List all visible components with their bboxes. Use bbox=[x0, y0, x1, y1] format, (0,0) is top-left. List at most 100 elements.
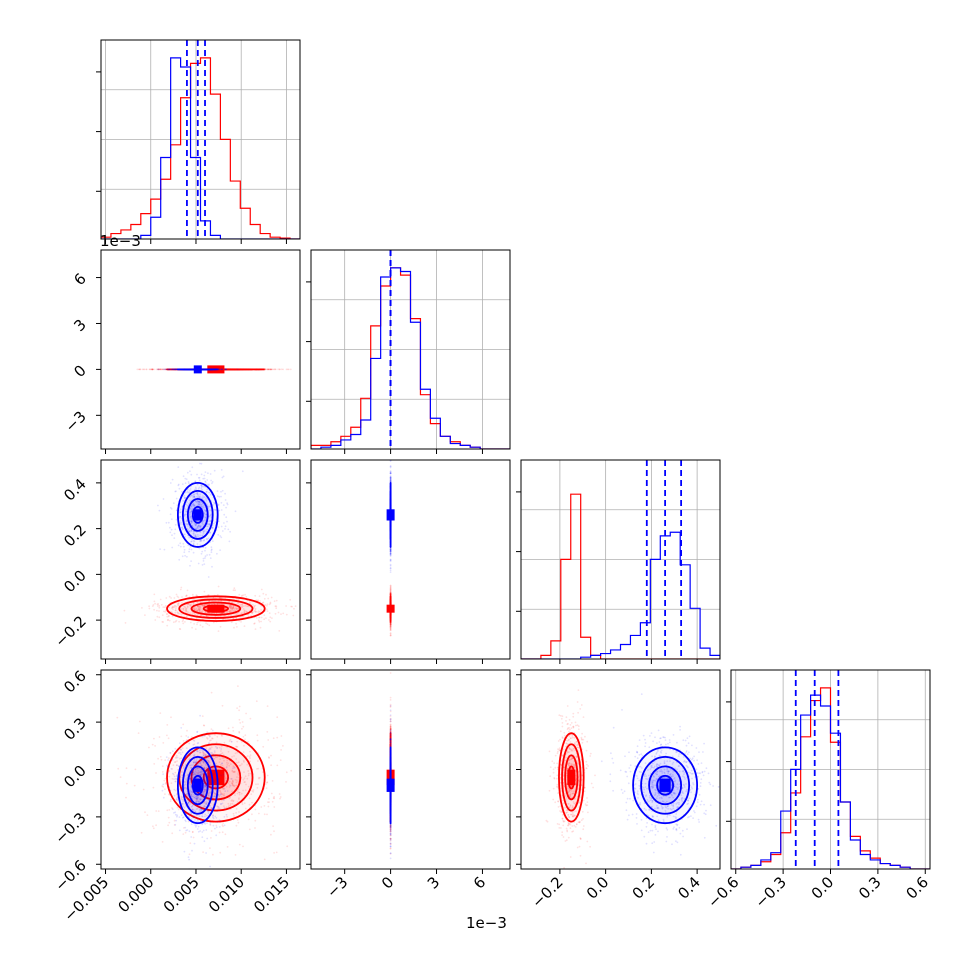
scatter-point bbox=[389, 549, 392, 552]
scatter-point bbox=[224, 492, 227, 495]
scatter-point bbox=[146, 814, 149, 816]
scatter-point bbox=[201, 485, 204, 487]
scatter-point bbox=[203, 766, 206, 769]
scatter-point bbox=[225, 777, 227, 779]
scatter-point bbox=[188, 531, 191, 533]
scatter-point bbox=[389, 548, 392, 551]
scatter-point bbox=[389, 629, 392, 631]
scatter-point bbox=[389, 628, 392, 630]
scatter-point bbox=[177, 752, 180, 754]
scatter-point bbox=[138, 720, 141, 723]
scatter-point bbox=[389, 480, 392, 483]
scatter-point bbox=[190, 522, 193, 525]
scatter-point bbox=[226, 763, 229, 766]
scatter-point bbox=[216, 756, 219, 758]
scatter-point bbox=[252, 604, 254, 606]
scatter-point bbox=[201, 534, 204, 537]
scatter-point bbox=[229, 804, 232, 807]
scatter-point bbox=[152, 368, 154, 371]
scatter-point bbox=[231, 802, 234, 805]
scatter-point bbox=[199, 495, 202, 498]
scatter-point bbox=[186, 523, 189, 525]
scatter-point bbox=[290, 605, 292, 608]
scatter-point bbox=[156, 615, 159, 618]
scatter-point bbox=[171, 368, 174, 371]
scatter-point bbox=[232, 779, 234, 782]
scatter-point bbox=[185, 615, 188, 618]
scatter-point bbox=[201, 625, 204, 628]
scatter-point bbox=[203, 752, 205, 754]
scatter-point bbox=[217, 806, 219, 808]
scatter-point bbox=[250, 793, 253, 796]
scatter-point bbox=[206, 523, 209, 525]
scatter-point bbox=[249, 760, 252, 763]
scatter-point bbox=[253, 622, 256, 625]
scatter-point bbox=[228, 540, 231, 543]
scatter-point bbox=[222, 825, 224, 828]
scatter-point bbox=[225, 516, 228, 519]
scatter-point bbox=[244, 807, 247, 810]
scatter-point bbox=[389, 623, 392, 626]
scatter-point bbox=[179, 515, 181, 518]
scatter-point bbox=[172, 608, 174, 611]
scatter-point bbox=[229, 607, 232, 610]
scatter-point bbox=[248, 772, 250, 775]
scatter-point bbox=[389, 593, 392, 596]
scatter-point bbox=[182, 622, 185, 625]
scatter-point bbox=[167, 368, 170, 371]
scatter-point bbox=[125, 782, 128, 785]
scatter-point bbox=[179, 508, 182, 511]
scatter-point bbox=[389, 591, 392, 593]
scatter-point bbox=[157, 368, 160, 371]
scatter-point bbox=[389, 477, 392, 480]
scatter-point bbox=[234, 794, 236, 796]
scatter-point bbox=[179, 511, 182, 514]
scatter-point bbox=[211, 540, 214, 542]
scatter-point bbox=[232, 726, 234, 729]
scatter-point bbox=[277, 611, 280, 614]
scatter-point bbox=[172, 621, 175, 624]
scatter-point bbox=[163, 606, 166, 609]
scatter-point bbox=[264, 368, 267, 371]
scatter-point bbox=[170, 528, 173, 531]
scatter-point bbox=[157, 810, 160, 812]
scatter-point bbox=[389, 567, 392, 570]
scatter-point bbox=[195, 814, 198, 817]
scatter-point bbox=[165, 521, 168, 524]
scatter-point bbox=[218, 495, 221, 498]
scatter-point bbox=[199, 526, 201, 529]
scatter-point bbox=[204, 519, 206, 522]
scatter-point bbox=[171, 478, 174, 481]
scatter-point bbox=[164, 611, 167, 613]
scatter-point bbox=[262, 601, 265, 604]
scatter-point bbox=[211, 527, 214, 530]
scatter-point bbox=[171, 368, 174, 371]
panel-content bbox=[136, 365, 300, 374]
scatter-point bbox=[172, 368, 174, 371]
scatter-point bbox=[174, 368, 176, 371]
scatter-point bbox=[206, 479, 209, 481]
scatter-point bbox=[208, 483, 210, 486]
scatter-point bbox=[257, 760, 259, 762]
scatter-point bbox=[254, 827, 256, 829]
scatter-point bbox=[234, 752, 237, 755]
scatter-point bbox=[205, 814, 208, 817]
scatter-point bbox=[184, 533, 186, 536]
scatter-point bbox=[258, 616, 261, 619]
scatter-point bbox=[234, 609, 236, 612]
scatter-point bbox=[274, 612, 277, 615]
scatter-point bbox=[179, 628, 182, 630]
scatter-point bbox=[196, 609, 199, 612]
scatter-point bbox=[205, 499, 208, 502]
scatter-point bbox=[187, 481, 190, 483]
scatter-point bbox=[171, 606, 174, 608]
scatter-point bbox=[207, 749, 210, 752]
scatter-point bbox=[174, 368, 177, 371]
scatter-point bbox=[192, 551, 195, 554]
scatter-point bbox=[241, 605, 244, 607]
scatter-point bbox=[221, 799, 223, 802]
scatter-point bbox=[263, 805, 266, 807]
scatter-point bbox=[197, 771, 200, 774]
scatter-point bbox=[263, 618, 266, 621]
scatter-point bbox=[191, 538, 194, 540]
